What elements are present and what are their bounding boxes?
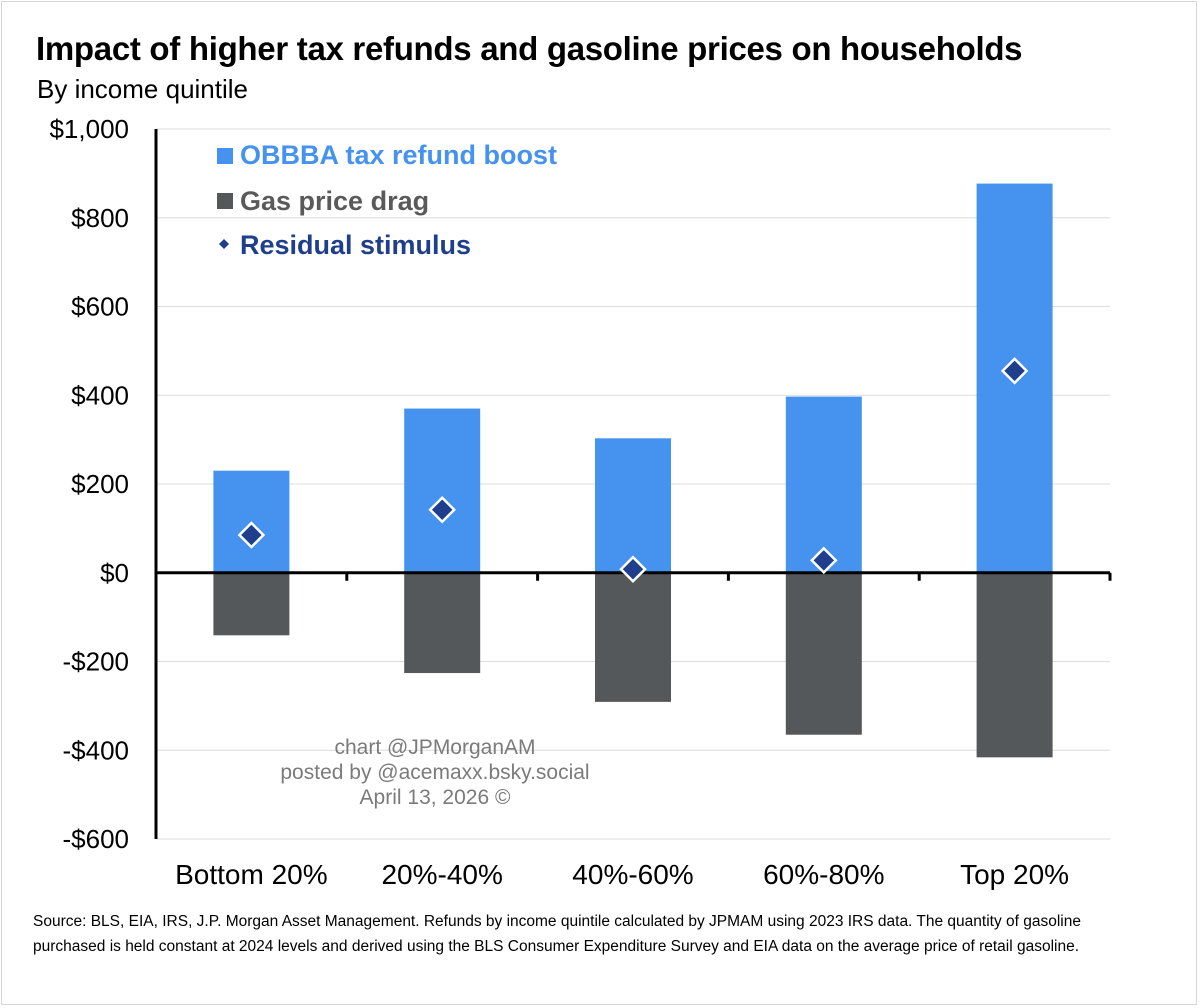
watermark: chart @JPMorganAM posted by @acemaxx.bsk… xyxy=(280,736,589,809)
y-tick-label: -$400 xyxy=(63,735,130,765)
residual-marker xyxy=(237,521,266,549)
y-tick-label: $800 xyxy=(71,203,129,233)
y-tick-label: $0 xyxy=(100,558,129,588)
watermark-line-2: posted by @acemaxx.bsky.social xyxy=(280,761,589,784)
legend: OBBBA tax refund boost Gas price drag Re… xyxy=(217,140,557,260)
legend-label-gas: Gas price drag xyxy=(240,186,429,216)
x-tick-label: 40%-60% xyxy=(572,859,693,890)
x-axis-tick-labels: Bottom 20% 20%-40% 40%-60% 60%-80% Top 20% xyxy=(175,859,1069,890)
legend-swatch-refund xyxy=(217,148,233,164)
x-tick-label: 60%-80% xyxy=(763,859,884,890)
residual-markers xyxy=(237,357,1029,583)
y-tick-label: $200 xyxy=(71,469,129,499)
legend-swatch-residual xyxy=(219,239,229,249)
bar-refund xyxy=(404,408,481,573)
bar-gas xyxy=(785,572,862,735)
x-tick-label: 20%-40% xyxy=(381,859,502,890)
bars xyxy=(213,183,1053,758)
residual-marker xyxy=(428,495,456,524)
x-tick-label: Top 20% xyxy=(960,859,1069,890)
y-tick-label: $1,000 xyxy=(49,114,129,144)
bar-refund xyxy=(785,396,862,573)
residual-marker xyxy=(619,555,647,583)
bar-refund xyxy=(595,438,671,573)
watermark-line-3: April 13, 2026 © xyxy=(360,786,511,809)
x-tick-label: Bottom 20% xyxy=(175,859,328,890)
legend-swatch-gas xyxy=(217,193,233,209)
y-tick-label: $600 xyxy=(71,292,129,322)
bar-gas xyxy=(213,572,290,636)
legend-label-refund: OBBBA tax refund boost xyxy=(240,140,557,170)
y-tick-label: -$200 xyxy=(63,647,130,677)
chart-title: Impact of higher tax refunds and gasolin… xyxy=(36,30,1023,67)
residual-marker xyxy=(1000,357,1029,385)
residual-marker xyxy=(810,546,838,575)
y-tick-label: $400 xyxy=(71,380,129,410)
y-axis-tick-labels: $1,000 $800 $600 $400 $200 $0 -$200 -$400 -$600 xyxy=(49,114,129,854)
watermark-line-1: chart @JPMorganAM xyxy=(334,736,535,759)
legend-label-residual: Residual stimulus xyxy=(240,230,471,260)
chart-subtitle: By income quintile xyxy=(37,74,248,104)
bar-gas xyxy=(404,572,481,674)
bar-gas xyxy=(595,572,671,702)
bar-gas xyxy=(976,572,1053,758)
y-tick-label: -$600 xyxy=(63,824,130,854)
source-note: Source: BLS, EIA, IRS, J.P. Morgan Asset… xyxy=(33,913,1081,955)
